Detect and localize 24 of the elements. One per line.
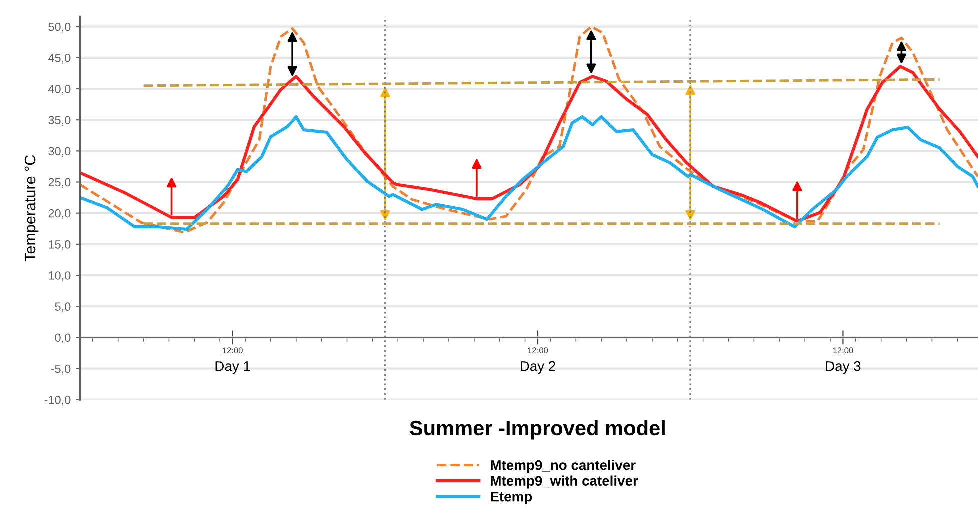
y-tick-label: 50,0 <box>48 22 71 33</box>
y-tick-label: 40,0 <box>48 85 71 95</box>
y-tick-label: 0,0 <box>55 334 71 344</box>
annotation: Day 1 <box>216 362 250 374</box>
y-tick-label: 35,0 <box>48 116 71 126</box>
y-tick-label: 15,0 <box>49 240 71 250</box>
x-tick-label: 12:00 <box>223 348 243 354</box>
x-tick-label: 12:00 <box>833 348 854 354</box>
x-tick-label: 12:00 <box>528 348 548 354</box>
y-tick-label: 20,0 <box>48 209 71 220</box>
y-tick-label: 30,0 <box>48 147 71 157</box>
y-tick-label: 45,0 <box>48 54 71 64</box>
legend-label: Mtemp9_no canteliver <box>491 460 636 474</box>
y-tick-label: 25,0 <box>48 178 71 188</box>
y-tick-label: 10,0 <box>49 272 71 282</box>
legend-label: Mtemp9_with cateliver <box>491 476 638 489</box>
annotation: Day 2 <box>521 361 556 374</box>
y-tick-label: -10,0 <box>44 396 71 406</box>
annotation: Day 3 <box>826 361 861 374</box>
y-axis-title: Temperature °C <box>24 155 39 262</box>
legend-label: Etemp <box>491 492 532 504</box>
y-tick-label: -5,0 <box>51 364 71 375</box>
text: Summer -Improved model <box>410 420 665 440</box>
y-tick-label: 5,0 <box>55 302 71 312</box>
